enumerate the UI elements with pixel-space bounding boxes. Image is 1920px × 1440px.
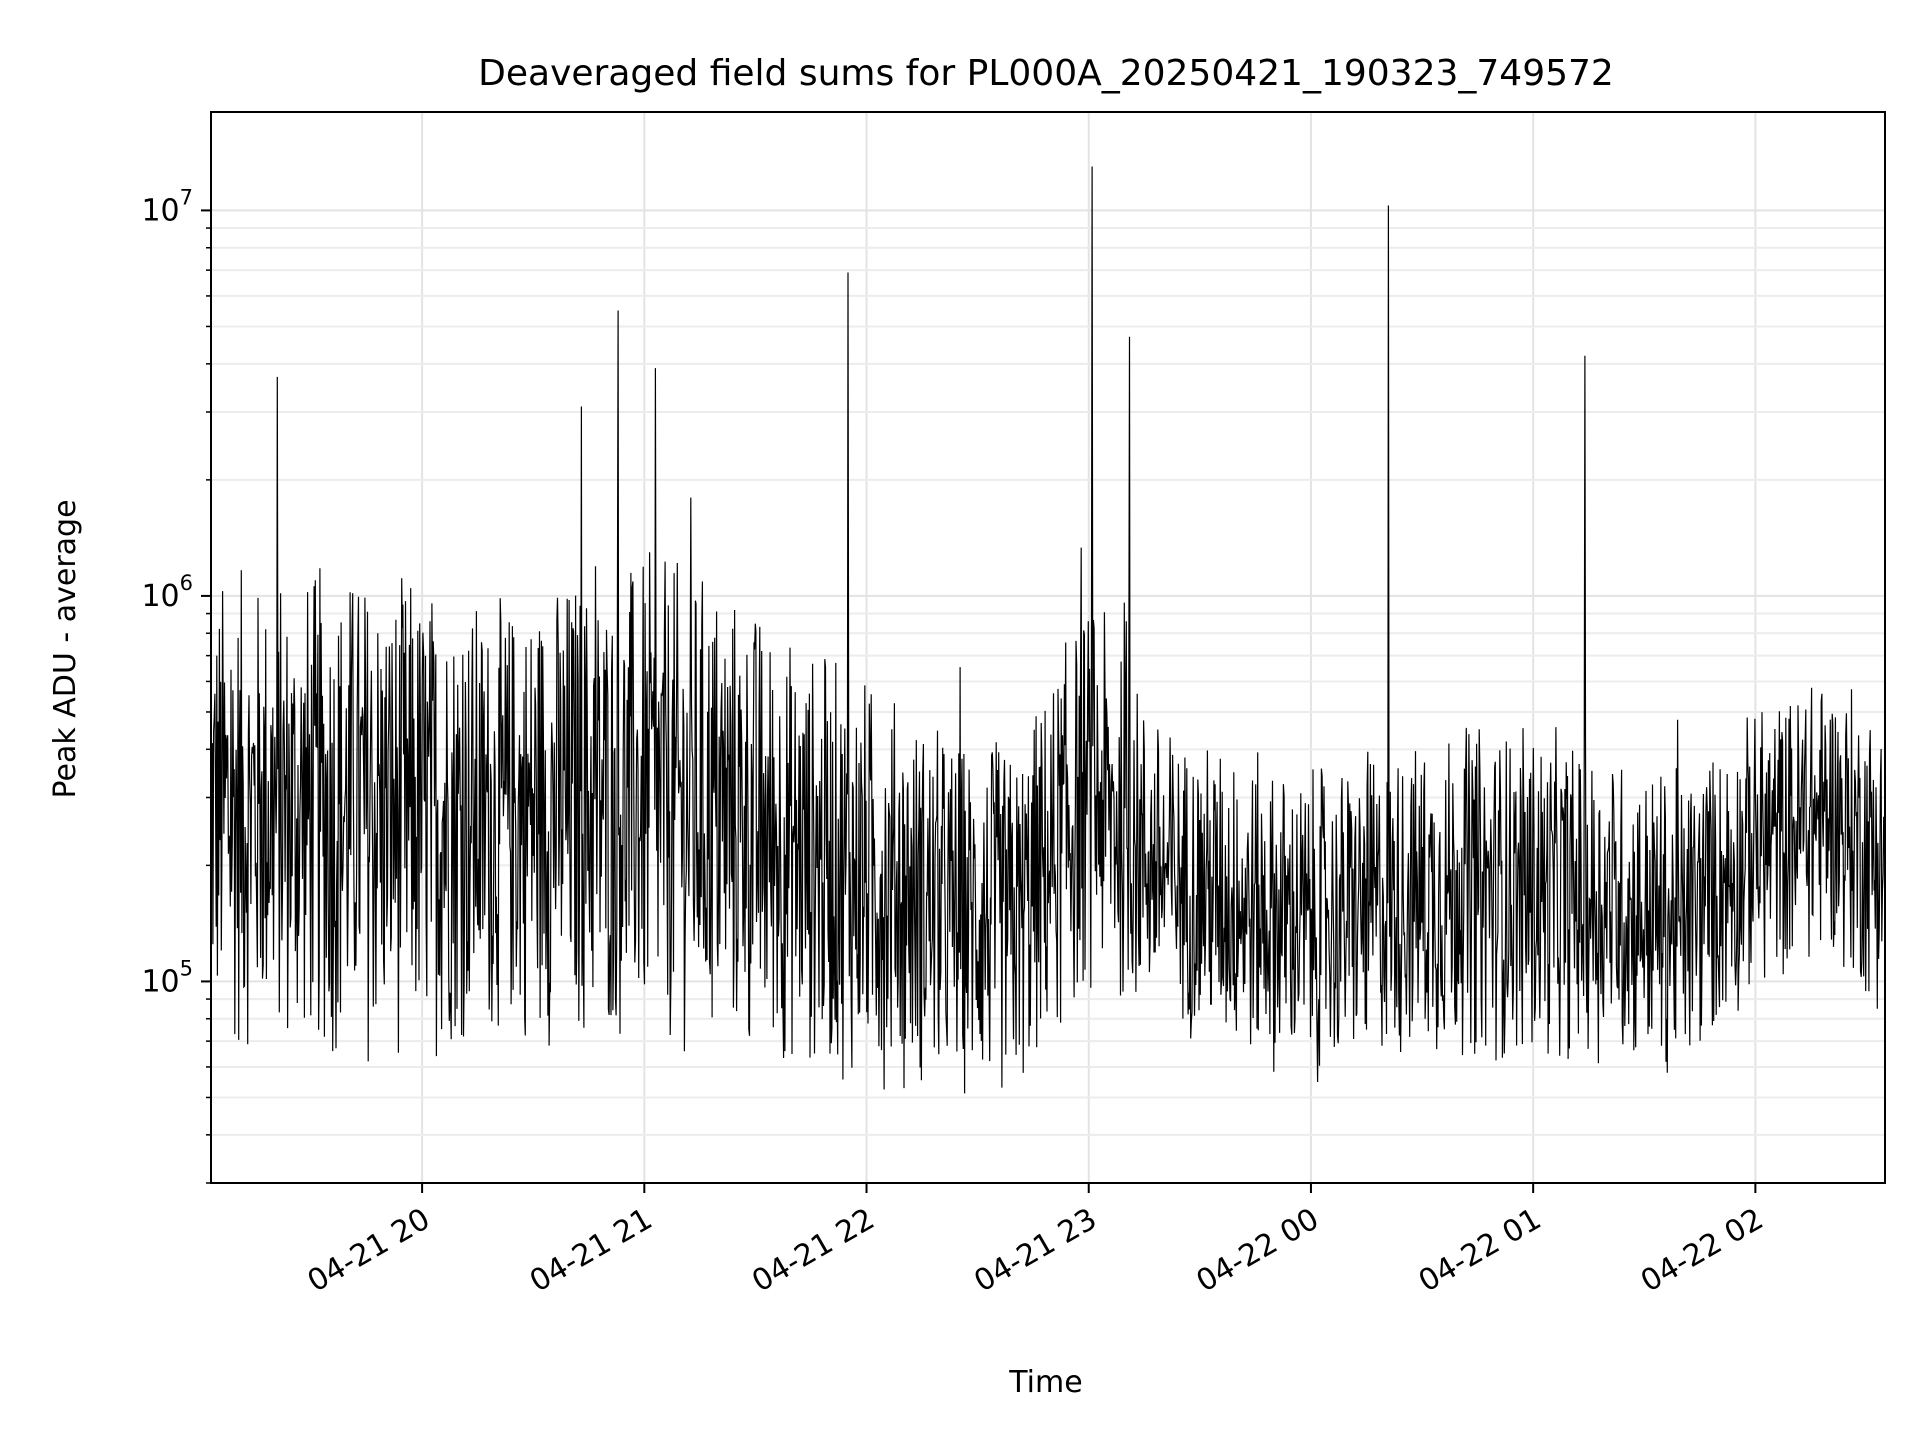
x-axis-label: Time	[1008, 1365, 1082, 1400]
y-tick-base: 10	[141, 193, 179, 228]
y-tick-label: 107	[141, 185, 193, 228]
series-line	[210, 166, 1886, 1094]
chart-title: Deaveraged field sums for PL000A_2025042…	[478, 53, 1614, 94]
grid	[211, 112, 1885, 1184]
series-trace	[210, 166, 1886, 1094]
y-tick-label: 105	[141, 956, 193, 999]
plot-frame	[210, 111, 1886, 1184]
y-tick-exponent: 5	[180, 956, 193, 980]
y-tick-exponent: 7	[180, 185, 193, 209]
y-axis-label: Peak ADU - average	[48, 499, 83, 798]
y-tick-exponent: 6	[180, 571, 193, 595]
y-tick-base: 10	[141, 579, 179, 614]
y-tick-label: 106	[141, 571, 193, 614]
y-tick-base: 10	[141, 964, 179, 999]
